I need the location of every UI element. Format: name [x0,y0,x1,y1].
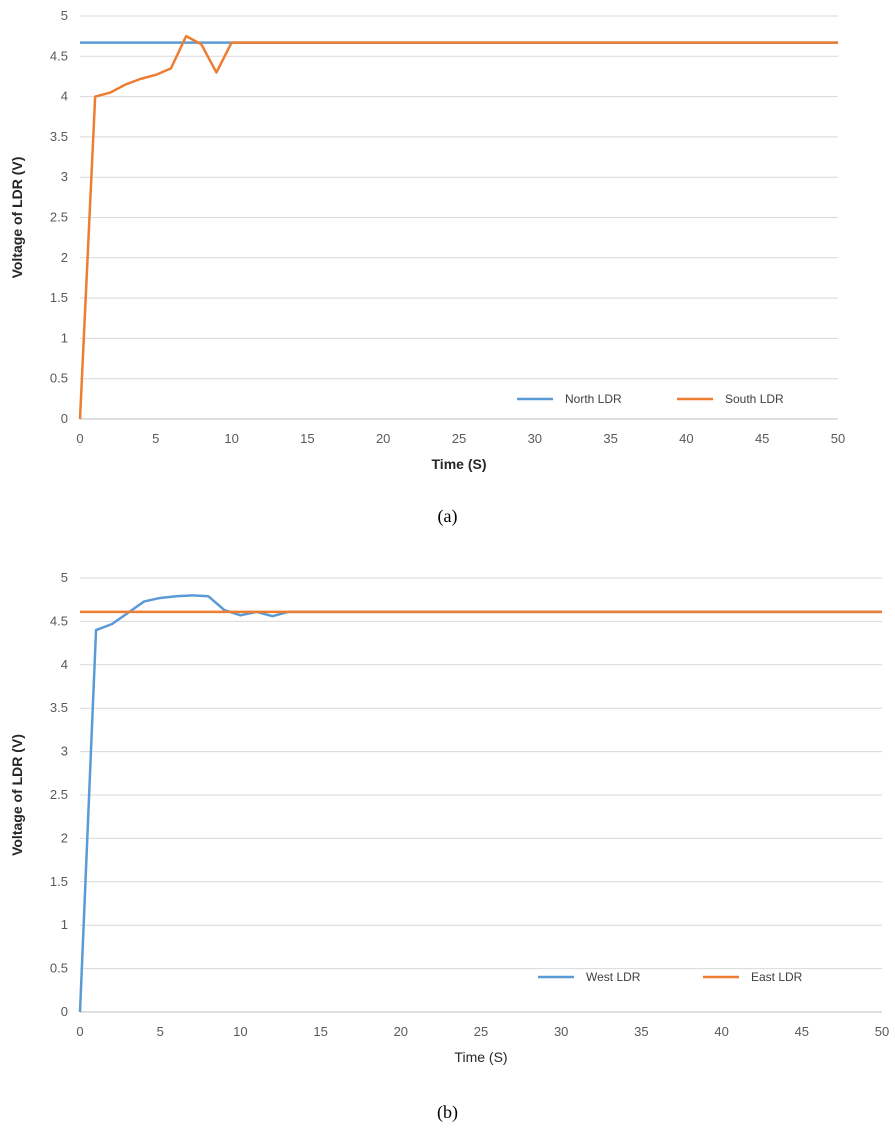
chart-a-container: 0 0.5 1 1.5 2 2.5 3 3.5 4 4.5 5 0 5 10 15 20 25 30 35 40 45 5… [0,0,895,540]
series-line-2 [78,34,838,420]
y-tick-label: 4.5 [50,613,68,628]
chart-a: 00.511.522.533.544.550 5 10 15 20 25 30 35 40 45 5… [9,8,845,472]
y-tick-label: 2.5 [50,787,68,802]
x-tick-label: 40 [714,1024,728,1039]
x-tick-label: 5 [157,1024,164,1039]
x-tick-label: 10 [224,431,238,446]
y-tick-label: 1 [61,917,68,932]
y-tick-label: 1.5 [50,874,68,889]
x-axis-title: Time (S) [454,1049,507,1065]
y-tick-label: 0.5 [50,371,68,386]
chart-b-caption: (b) [437,1102,458,1122]
y-tick-label: 4 [61,657,68,672]
x-tick-label: 5 [152,431,159,446]
x-tick-label: 45 [755,431,769,446]
x-tick-label: 30 [554,1024,568,1039]
x-tick-label: 35 [603,431,617,446]
legend-label-1: North LDR [565,392,622,406]
y-axis-title: Voltage of LDR (V) [9,157,25,279]
x-tick-label: 0 [76,1024,83,1039]
y-tick-label: 0.5 [50,961,68,976]
legend-label-2: South LDR [725,392,784,406]
y-axis-title: Voltage of LDR (V) [9,734,25,856]
x-tick-label: 25 [452,431,466,446]
x-tick-label: 40 [679,431,693,446]
y-tick-label: 5 [61,8,68,23]
chart-a-caption: (a) [437,506,458,526]
x-tick-label: 10 [233,1024,247,1039]
x-tick-label: 50 [831,431,845,446]
y-tick-label: 2.5 [50,210,68,225]
y-tick-label: 3 [61,744,68,759]
x-tick-label: 50 [875,1024,889,1039]
y-tick-label: 3 [61,169,68,184]
y-tick-label: 3.5 [50,129,68,144]
x-tick-label: 15 [313,1024,327,1039]
x-axis-title: Time (S) [432,456,487,472]
y-tick-label: 0 [61,411,68,426]
x-tick-label: 20 [376,431,390,446]
y-tick-label: 1 [61,330,68,345]
chart-b-container: 0 0.5 1 1.5 2 2.5 3 3.5 4 4.5 5 0 5 10 15 20 25 30 35 40 45 5… [0,566,895,1133]
y-tick-label: 4.5 [50,48,68,63]
chart-b: 00.511.522.533.544.550 5 10 15 20 25 30 35 40 45 5… [9,570,889,1065]
y-tick-label: 2 [61,250,68,265]
series-line-1 [78,594,882,1013]
x-tick-label: 25 [474,1024,488,1039]
x-tick-label: 15 [300,431,314,446]
x-tick-label: 35 [634,1024,648,1039]
legend-label-2: East LDR [751,970,803,984]
x-tick-label: 45 [795,1024,809,1039]
y-tick-label: 1.5 [50,290,68,305]
x-tick-label: 20 [394,1024,408,1039]
y-tick-label: 0 [61,1004,68,1019]
y-tick-label: 2 [61,830,68,845]
x-tick-label: 0 [76,431,83,446]
y-tick-label: 5 [61,570,68,585]
y-tick-label: 4 [61,89,68,104]
legend-label-1: West LDR [586,970,641,984]
y-tick-label: 3.5 [50,700,68,715]
x-tick-label: 30 [528,431,542,446]
